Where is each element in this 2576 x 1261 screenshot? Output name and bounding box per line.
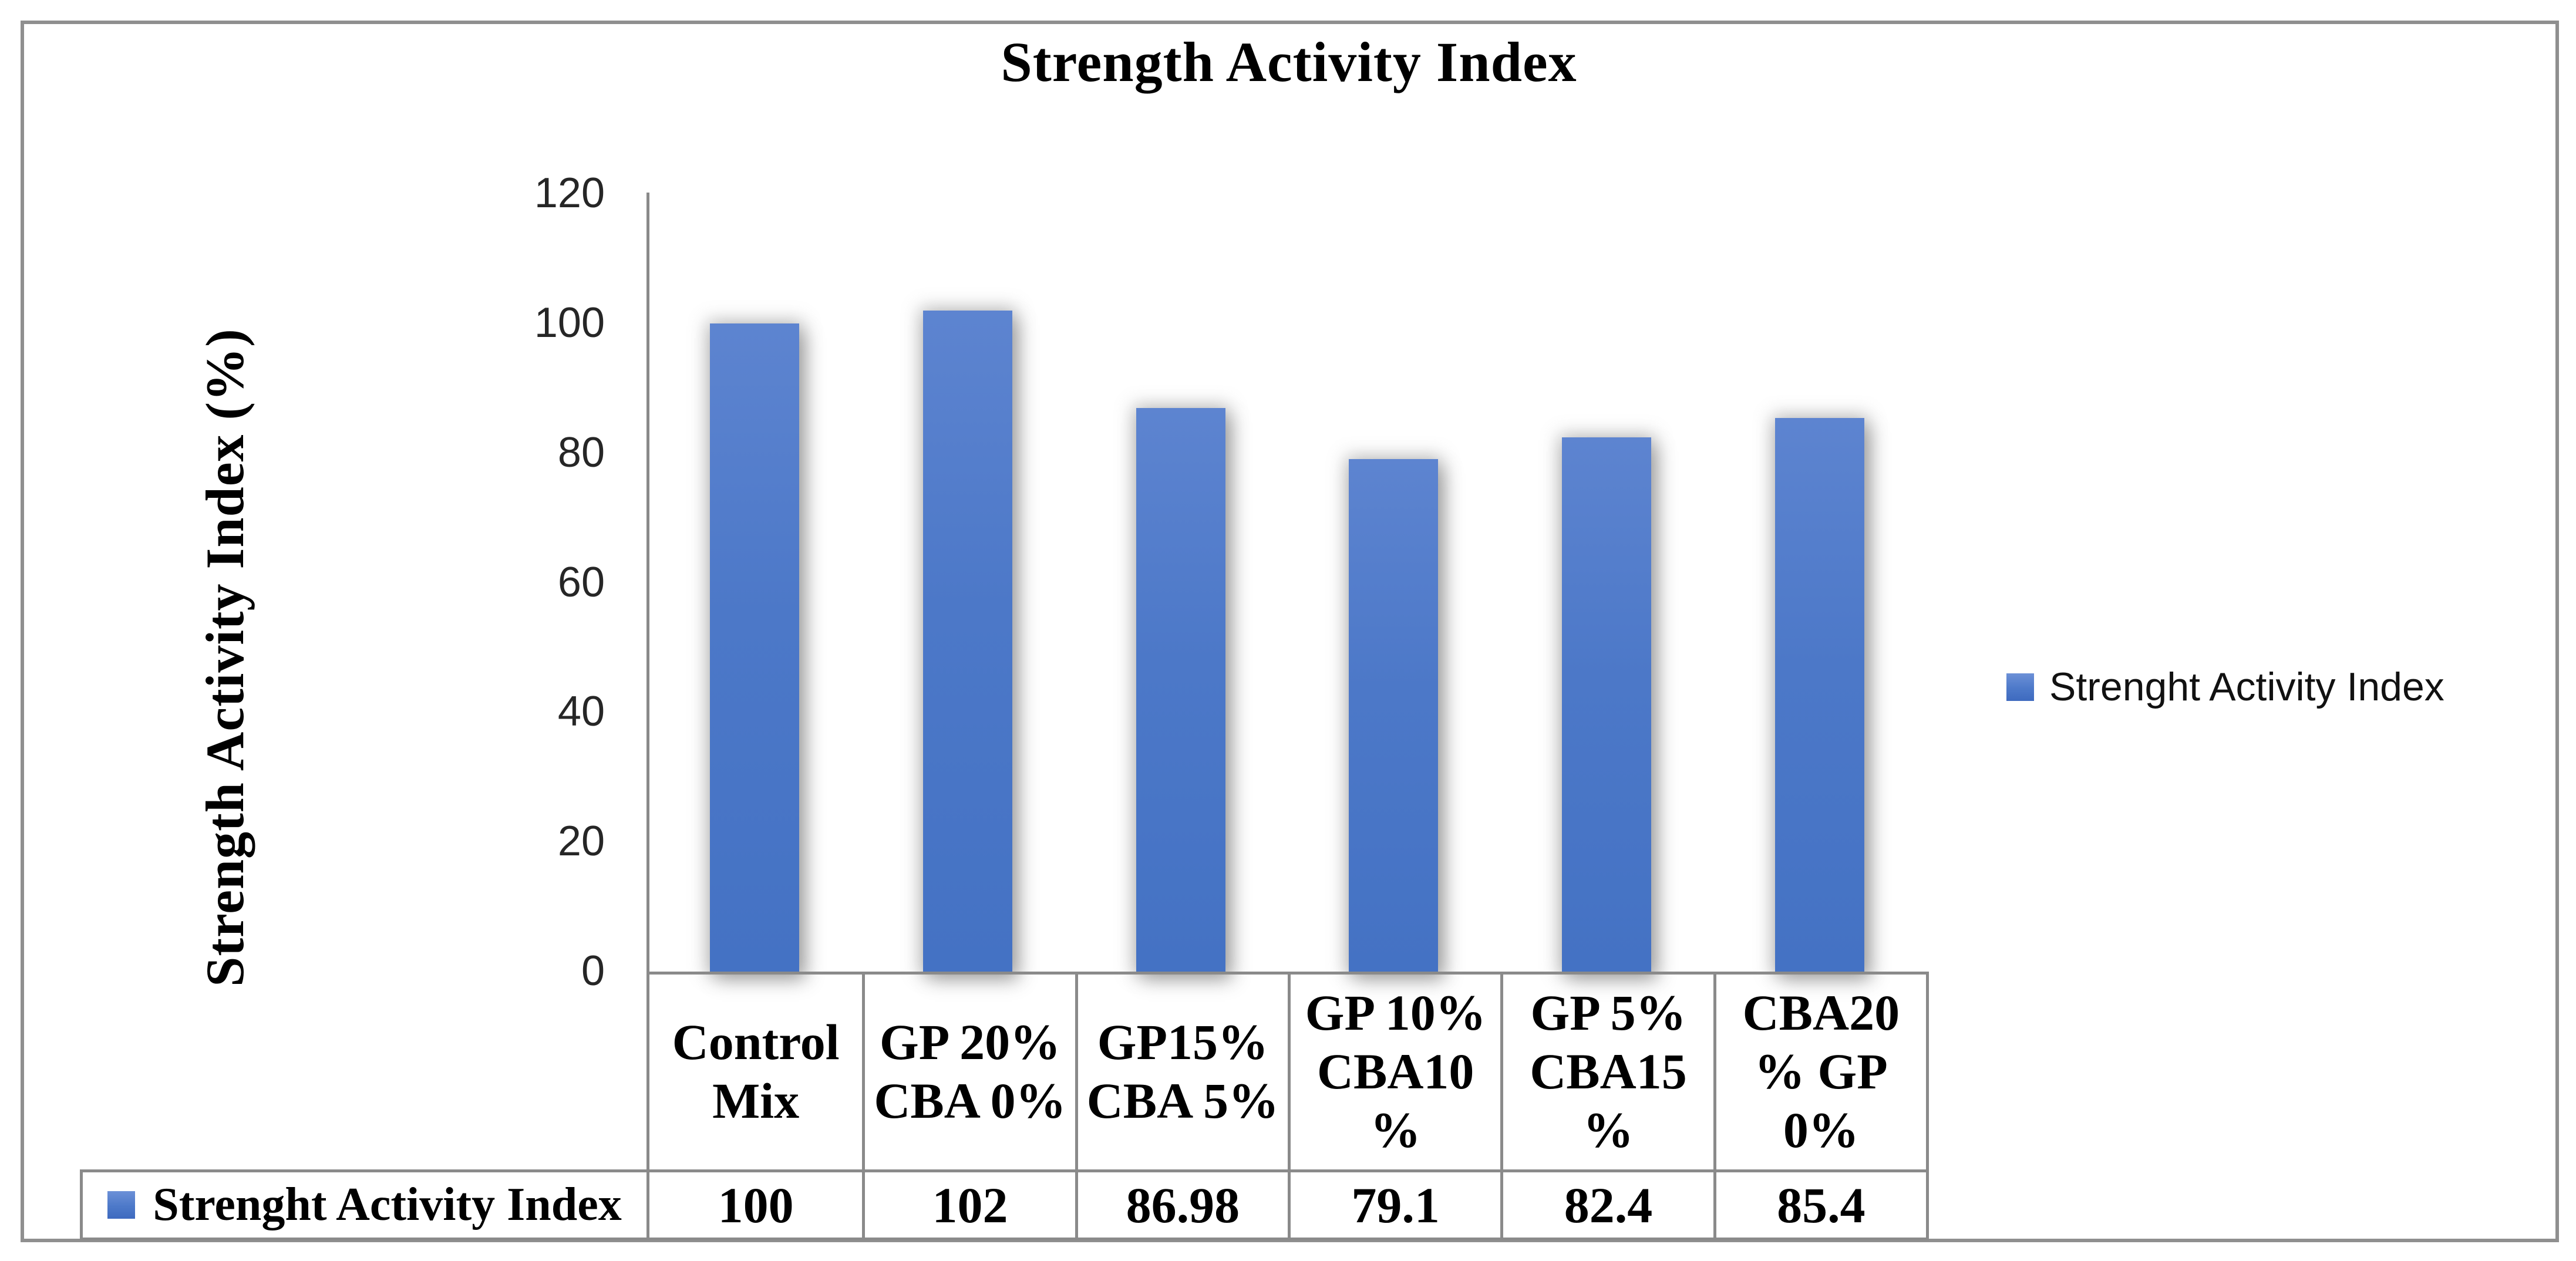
y-tick-label: 20 <box>557 818 605 865</box>
bar-3 <box>1136 408 1225 972</box>
series-name-label: Strenght Activity Index <box>153 1179 622 1230</box>
value-cell: 86.98 <box>1075 1169 1288 1238</box>
figure-border <box>21 21 2559 1242</box>
legend-key-icon <box>2006 673 2034 701</box>
y-tick-label: 40 <box>557 688 605 736</box>
y-tick-label: 120 <box>534 170 605 217</box>
category-cell: GP 5% CBA15 % <box>1500 975 1713 1169</box>
bar-2 <box>923 311 1012 972</box>
legend-label: Strenght Activity Index <box>2049 665 2444 709</box>
bar-1 <box>710 323 799 972</box>
y-tick-label: 60 <box>557 558 605 606</box>
category-cell: GP 10% CBA10 % <box>1288 975 1500 1169</box>
y-tick-label: 80 <box>557 429 605 476</box>
y-axis-line <box>646 193 649 972</box>
value-cell: 85.4 <box>1713 1169 1926 1238</box>
category-cell: GP 20% CBA 0% <box>862 975 1075 1169</box>
value-cell: 102 <box>862 1169 1075 1238</box>
y-axis-title: Strength Activity Index (%) <box>195 328 255 987</box>
series-key-icon <box>107 1191 136 1219</box>
bar-5 <box>1562 437 1651 972</box>
chart-title: Strength Activity Index <box>1001 31 1577 93</box>
bar-6 <box>1775 418 1864 972</box>
bar-4 <box>1349 459 1438 972</box>
legend: Strenght Activity Index <box>2006 659 2444 715</box>
y-tick-label: 100 <box>534 299 605 346</box>
category-cell: GP15% CBA 5% <box>1075 975 1288 1169</box>
value-cell: 100 <box>649 1169 863 1238</box>
y-tick-label: 0 <box>581 948 605 994</box>
category-cell: Control Mix <box>672 1014 840 1129</box>
value-cell: 82.4 <box>1500 1169 1713 1238</box>
data-table: Control Mix GP 20% CBA 0% GP15% CBA 5% GP 1… <box>646 972 1929 1240</box>
category-cell: CBA20 % GP 0% <box>1713 975 1926 1169</box>
value-cell: 79.1 <box>1288 1169 1501 1238</box>
series-key-cell: Strenght Activity Index <box>80 1169 649 1240</box>
